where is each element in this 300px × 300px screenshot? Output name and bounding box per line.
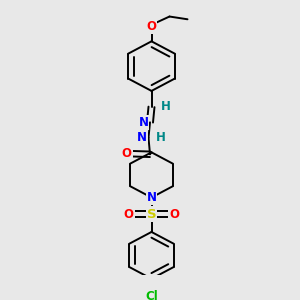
Text: O: O xyxy=(146,20,157,34)
Text: O: O xyxy=(122,147,132,160)
Text: N: N xyxy=(146,191,157,204)
Text: H: H xyxy=(156,131,165,144)
Text: O: O xyxy=(124,208,134,220)
Text: S: S xyxy=(147,208,156,220)
Text: O: O xyxy=(169,208,179,220)
Text: Cl: Cl xyxy=(145,290,158,300)
Text: N: N xyxy=(137,131,147,144)
Text: N: N xyxy=(138,116,148,129)
Text: H: H xyxy=(161,100,171,113)
